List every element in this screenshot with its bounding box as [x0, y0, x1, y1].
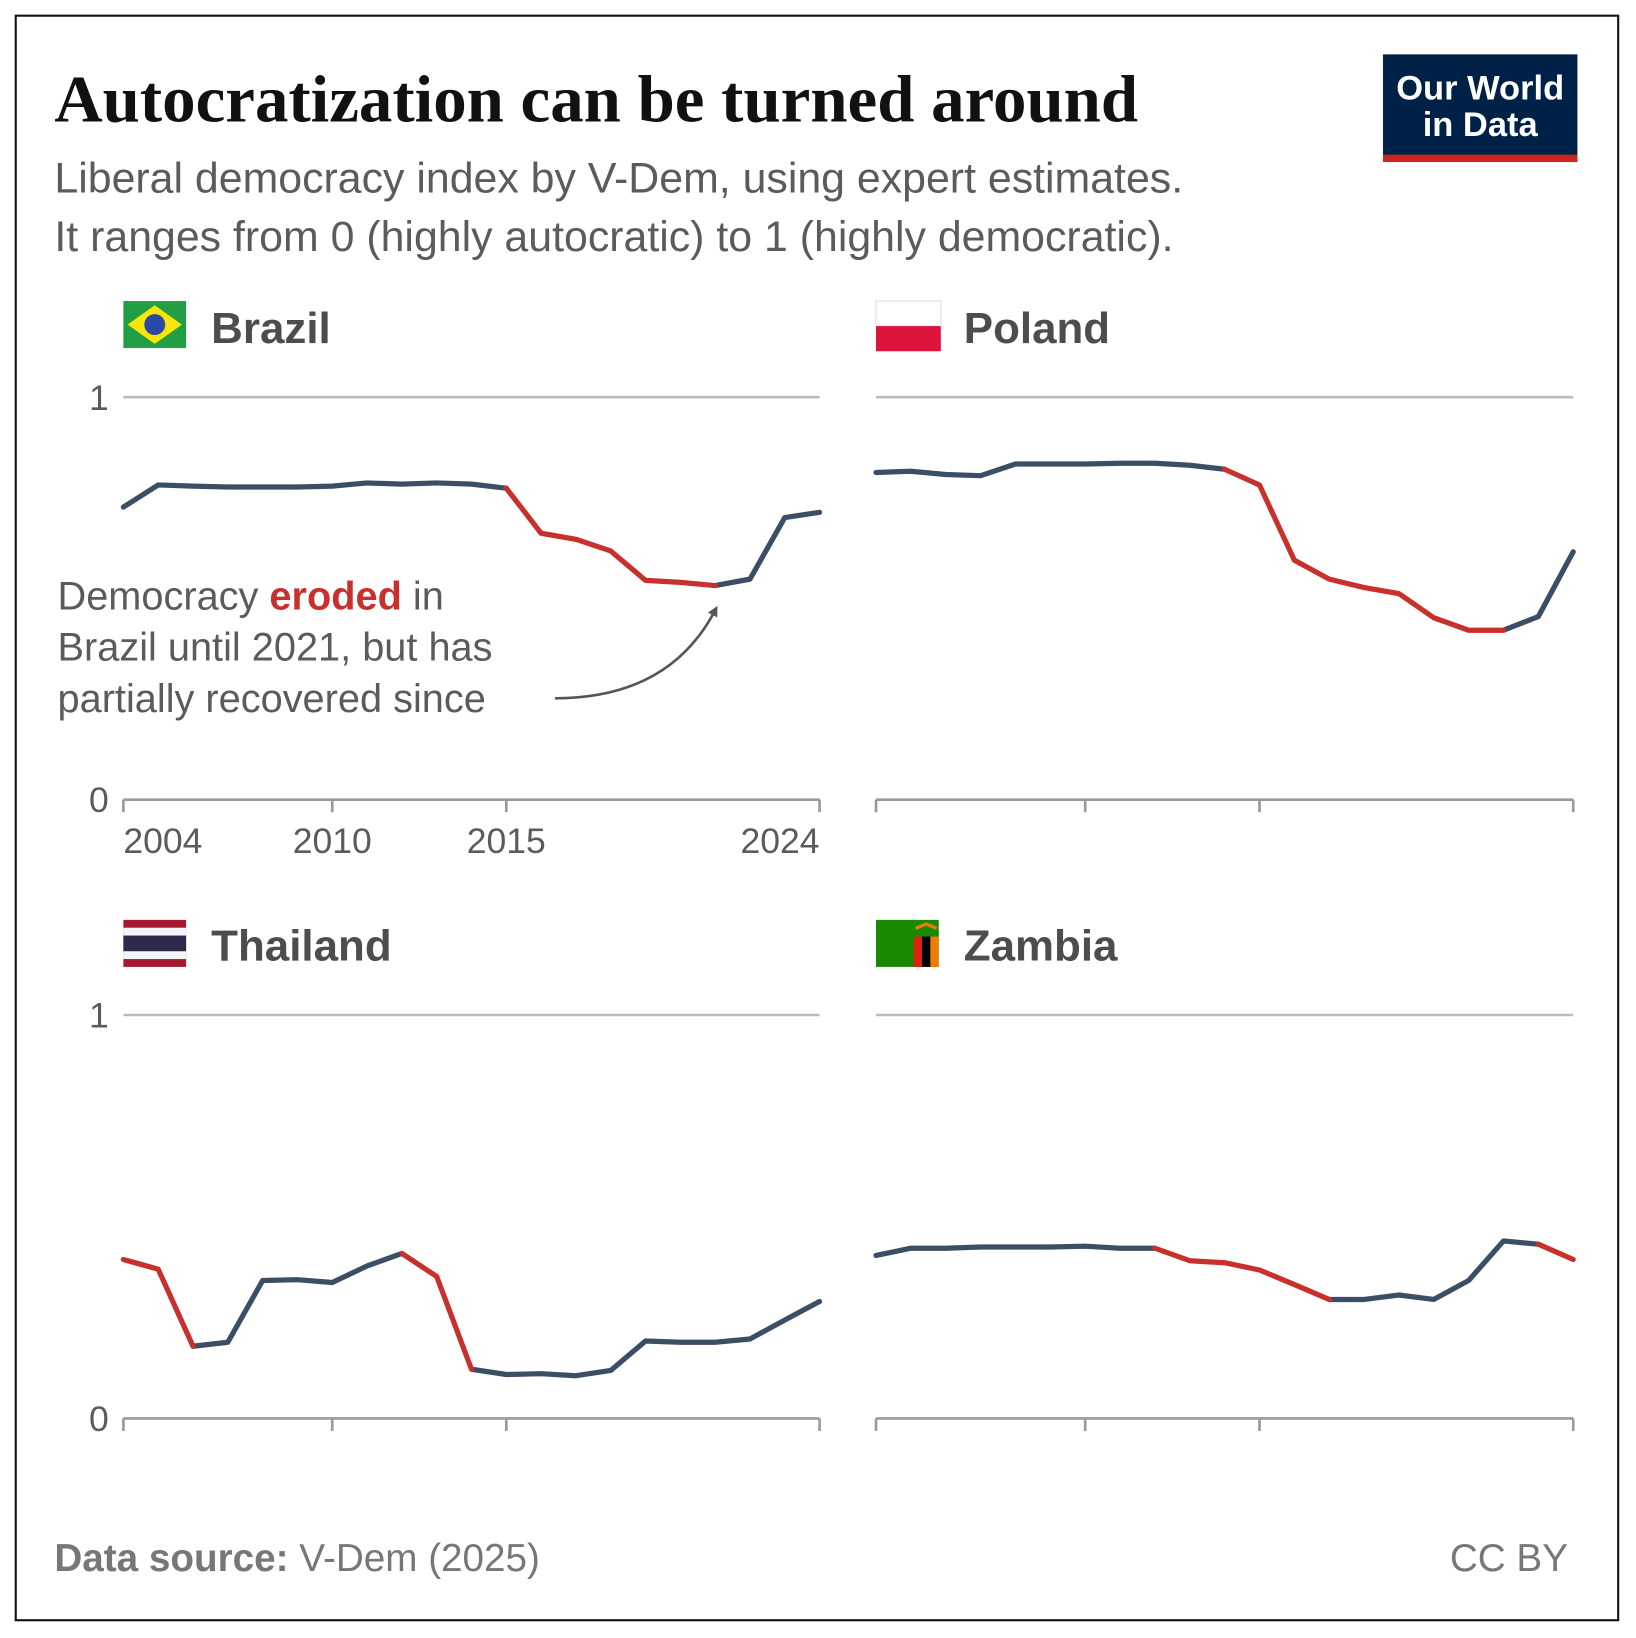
panel-title: Brazil [211, 304, 331, 353]
annotation: Brazil until 2021, but has [58, 626, 493, 670]
flag-zambia [876, 919, 939, 967]
line-segment [503, 485, 718, 589]
line-segment [190, 1250, 405, 1349]
line-segment [120, 1256, 196, 1349]
annotation-highlight: eroded [269, 574, 401, 618]
annotation-arrow [555, 605, 718, 700]
x-tick-label: 2015 [467, 821, 546, 861]
annotation-text: in [413, 574, 444, 618]
subtitle: It ranges from 0 (highly autocratic) to … [54, 213, 1173, 261]
line-segment [1326, 1238, 1541, 1303]
line-segment [712, 509, 823, 589]
source: Data source: V-Dem (2025) [54, 1537, 540, 1580]
y-tick-label: 1 [89, 378, 109, 418]
subtitle: Liberal democracy index by V-Dem, using … [54, 154, 1183, 202]
line-segment [1152, 1245, 1332, 1303]
logo-bar [1382, 154, 1578, 163]
frame [14, 14, 1620, 1622]
annotation: Democracy eroded in [58, 574, 444, 618]
annotation-text: Democracy [58, 574, 259, 618]
flag-brazil [123, 301, 187, 349]
y-tick-label: 1 [89, 996, 109, 1036]
logo-text: in Data [1423, 106, 1539, 144]
flag-poland [875, 300, 942, 352]
annotation: partially recovered since [58, 677, 486, 721]
license: CC BY [1450, 1537, 1568, 1580]
line-segment [468, 1298, 823, 1379]
panel-title: Zambia [964, 922, 1118, 971]
line-segment [873, 460, 1228, 479]
logo-box [1382, 54, 1578, 163]
x-tick-label: 2010 [293, 821, 372, 861]
x-tick-label: 2004 [123, 821, 202, 861]
flag-thailand [123, 919, 187, 967]
logo[interactable]: Our World in Data [1382, 54, 1578, 163]
panel-title: Poland [964, 304, 1110, 353]
source-label: Data source: [54, 1537, 288, 1580]
line-segment [873, 1243, 1158, 1259]
logo-text: Our World [1396, 69, 1564, 107]
line-segment [1222, 466, 1507, 633]
line-segment [1535, 1241, 1576, 1263]
y-tick-label: 0 [89, 1399, 109, 1439]
x-tick-label: 2024 [741, 821, 820, 861]
source-text: V-Dem (2025) [299, 1537, 540, 1580]
panel-title: Thailand [211, 922, 391, 971]
line-segment [120, 480, 509, 510]
line-segment [1500, 549, 1576, 633]
chart-title: Autocratization can be turned around [54, 62, 1138, 136]
line-segment [399, 1250, 475, 1372]
y-tick-label: 0 [89, 780, 109, 820]
